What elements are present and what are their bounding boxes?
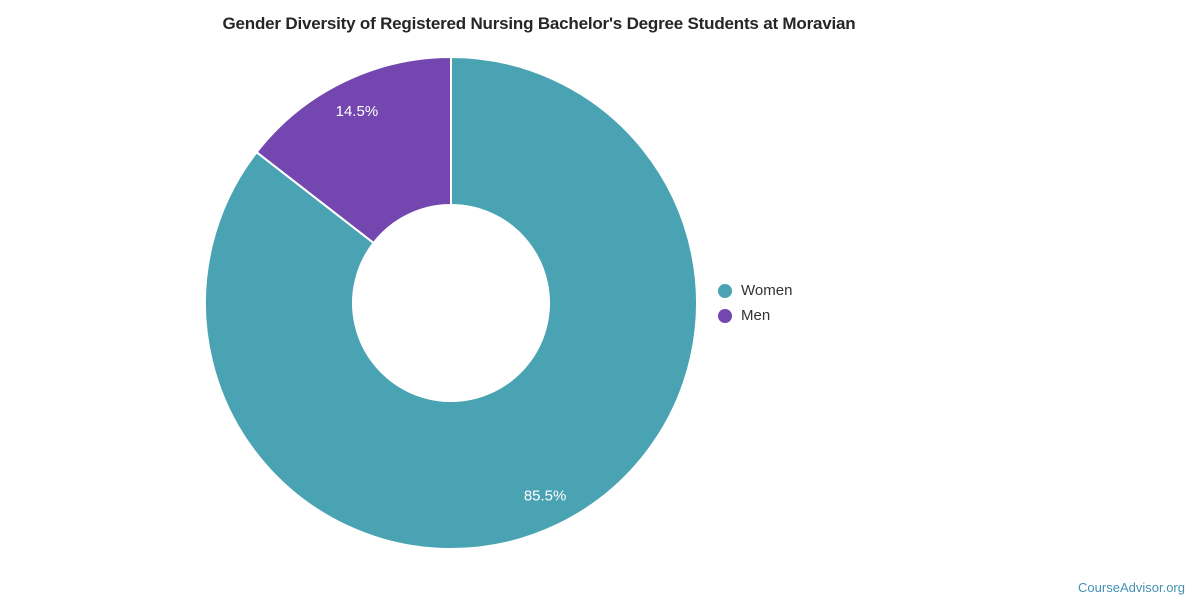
legend-marker-men-icon [718, 308, 732, 323]
slice-label-men: 14.5% [336, 103, 379, 120]
legend-label-women: Women [741, 282, 793, 299]
pie-slice-men[interactable] [255, 56, 452, 244]
slice-label-women: 85.5% [524, 487, 567, 504]
legend-item-men[interactable]: Men [718, 303, 792, 328]
chart-title: Gender Diversity of Registered Nursing B… [222, 14, 856, 33]
legend-label-men: Men [741, 307, 771, 324]
legend-item-women[interactable]: Women [718, 278, 792, 303]
legend-marker-women-icon [718, 283, 732, 298]
pie-slice-women[interactable] [204, 56, 698, 550]
watermark-link[interactable]: CourseAdvisor.org [1078, 580, 1185, 595]
legend: Women Men [718, 278, 792, 328]
